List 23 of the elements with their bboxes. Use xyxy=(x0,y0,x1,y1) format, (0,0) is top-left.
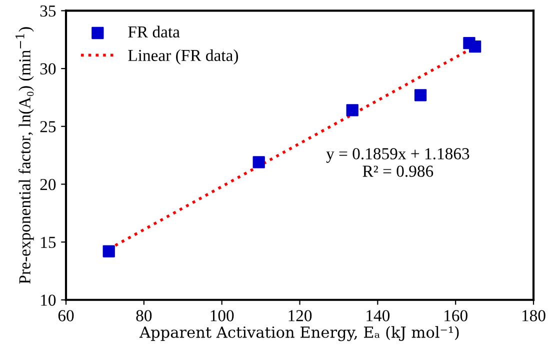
y-tick-label: 25 xyxy=(40,121,56,132)
y-tick-label: 30 xyxy=(40,63,56,74)
point xyxy=(414,89,427,102)
y-tick-label: 15 xyxy=(41,236,56,248)
point xyxy=(252,156,265,168)
legend-label: Linear (FR data) xyxy=(128,49,238,64)
x-tick-label: 160 xyxy=(444,310,468,322)
y-tick-label: 10 xyxy=(41,294,56,306)
x-tick-label: 100 xyxy=(210,310,234,322)
annotation: y = 0.1859x + 1.1863 R² = 0.986 xyxy=(326,148,470,177)
x-tick-label: 80 xyxy=(136,310,152,322)
legend-label: FR data xyxy=(128,26,180,38)
x-tick-label: 60 xyxy=(58,310,74,322)
point xyxy=(468,40,482,53)
point xyxy=(346,104,358,116)
y-tick-label: 35 xyxy=(40,5,56,17)
x-tick-label: 140 xyxy=(366,310,390,322)
y-tick-label: 20 xyxy=(40,178,56,190)
point xyxy=(102,245,115,258)
x-axis-title: Apparent Activation Energy, Eₐ (kJ mol⁻¹) xyxy=(139,326,459,342)
x-tick-label: 180 xyxy=(522,310,546,322)
y-axis-title: Pre-exponential factor, ln(A₀) (min$^{−1}$) xyxy=(16,27,34,284)
x-tick-label: 120 xyxy=(288,310,312,322)
